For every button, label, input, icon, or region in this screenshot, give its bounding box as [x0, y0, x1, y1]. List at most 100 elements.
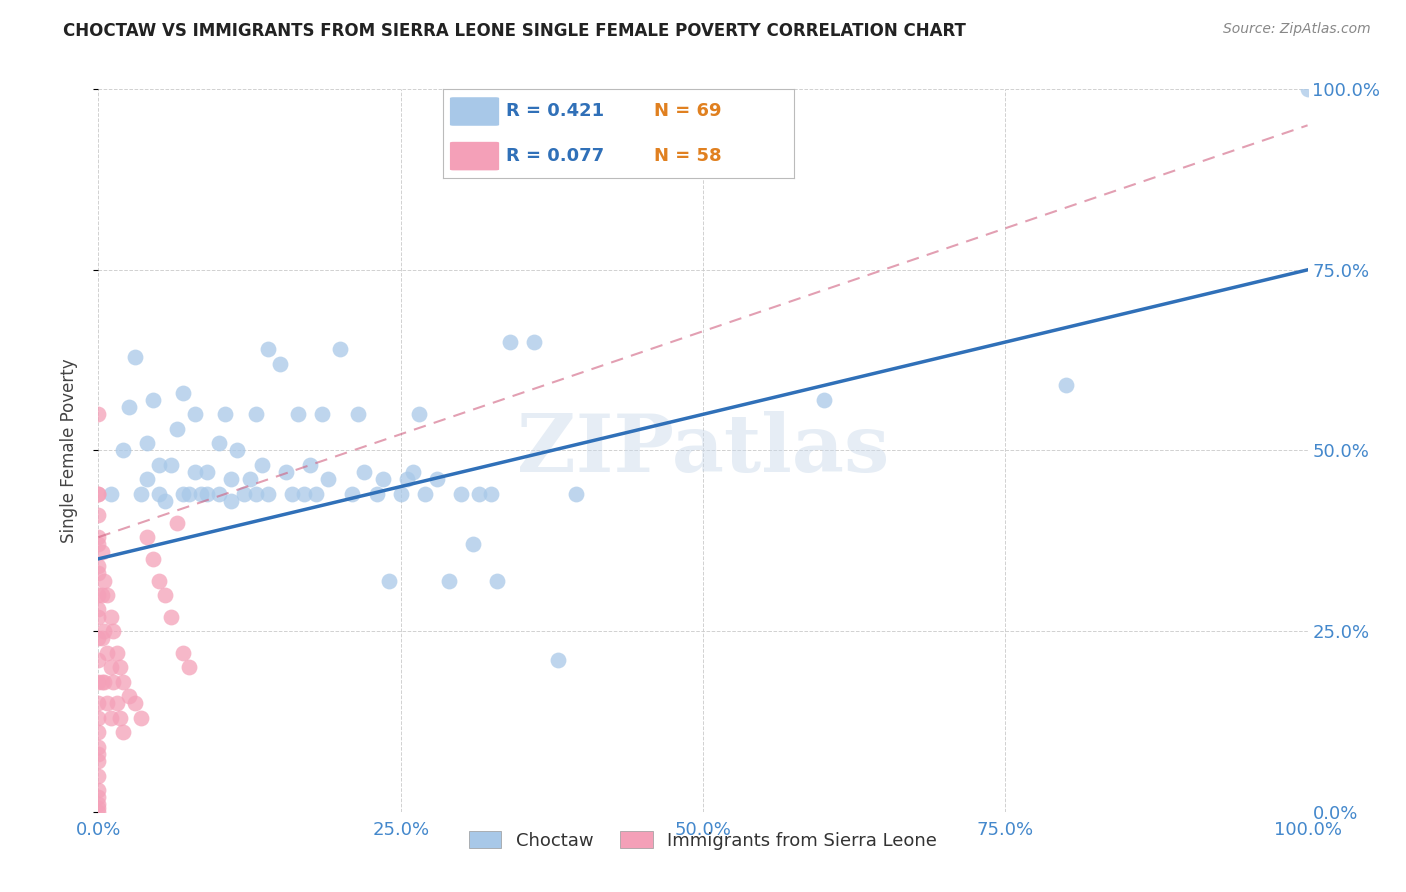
Point: [366, 487, 388, 501]
Point: [87, 805, 110, 819]
Point: [214, 407, 236, 421]
Point: [239, 472, 262, 486]
Point: [101, 674, 124, 689]
Point: [311, 407, 333, 421]
Text: ZIPatlas: ZIPatlas: [517, 411, 889, 490]
Point: [245, 407, 267, 421]
Point: [256, 343, 278, 357]
Point: [287, 407, 309, 421]
Point: [160, 609, 183, 624]
Point: [87, 696, 110, 710]
Point: [87, 508, 110, 523]
Point: [87, 566, 110, 581]
Point: [148, 487, 170, 501]
Point: [486, 574, 509, 588]
Point: [87, 588, 110, 602]
Point: [87, 797, 110, 812]
Point: [91, 674, 114, 689]
Point: [426, 472, 449, 486]
Point: [87, 487, 110, 501]
Point: [100, 487, 122, 501]
Point: [498, 334, 520, 349]
Point: [142, 392, 165, 407]
Point: [118, 689, 141, 703]
Point: [100, 711, 122, 725]
Text: CHOCTAW VS IMMIGRANTS FROM SIERRA LEONE SINGLE FEMALE POVERTY CORRELATION CHART: CHOCTAW VS IMMIGRANTS FROM SIERRA LEONE …: [63, 22, 966, 40]
Point: [377, 574, 399, 588]
Point: [402, 465, 425, 479]
Point: [208, 487, 231, 501]
Point: [184, 407, 207, 421]
Point: [166, 422, 188, 436]
Point: [329, 343, 352, 357]
Point: [371, 472, 394, 486]
Point: [91, 588, 114, 602]
Point: [463, 537, 485, 551]
Point: [347, 407, 370, 421]
Point: [105, 696, 128, 710]
Point: [292, 487, 315, 501]
Point: [135, 436, 157, 450]
Point: [226, 443, 249, 458]
Point: [101, 624, 124, 639]
Point: [124, 696, 146, 710]
Point: [93, 574, 115, 588]
Text: Source: ZipAtlas.com: Source: ZipAtlas.com: [1223, 22, 1371, 37]
Text: N = 58: N = 58: [654, 147, 721, 165]
Point: [1054, 378, 1077, 392]
Point: [160, 458, 183, 472]
Point: [221, 494, 243, 508]
Point: [87, 602, 110, 616]
Point: [100, 609, 122, 624]
Point: [250, 458, 273, 472]
Point: [87, 674, 110, 689]
Point: [96, 646, 118, 660]
FancyBboxPatch shape: [450, 97, 499, 126]
Point: [87, 632, 110, 646]
Point: [148, 574, 170, 588]
Point: [468, 487, 491, 501]
Point: [305, 487, 328, 501]
Text: R = 0.077: R = 0.077: [506, 147, 605, 165]
Point: [153, 494, 176, 508]
Point: [153, 588, 176, 602]
Point: [105, 646, 128, 660]
Point: [87, 609, 110, 624]
Point: [565, 487, 588, 501]
Point: [195, 487, 218, 501]
Point: [87, 739, 110, 754]
Point: [135, 530, 157, 544]
Point: [111, 674, 134, 689]
Point: [166, 516, 188, 530]
Point: [172, 487, 194, 501]
Point: [281, 487, 304, 501]
Point: [274, 465, 297, 479]
Point: [87, 783, 110, 797]
Point: [316, 472, 339, 486]
Point: [87, 530, 110, 544]
Point: [87, 801, 110, 815]
Point: [87, 653, 110, 667]
Point: [547, 653, 569, 667]
Point: [87, 769, 110, 783]
Point: [256, 487, 278, 501]
Point: [93, 674, 115, 689]
Point: [413, 487, 436, 501]
Text: N = 69: N = 69: [654, 103, 721, 120]
Point: [245, 487, 267, 501]
Point: [87, 537, 110, 551]
Point: [87, 754, 110, 768]
Point: [813, 392, 835, 407]
Point: [142, 551, 165, 566]
Point: [91, 632, 114, 646]
Point: [124, 350, 146, 364]
Point: [91, 544, 114, 558]
Point: [87, 790, 110, 805]
Legend: Choctaw, Immigrants from Sierra Leone: Choctaw, Immigrants from Sierra Leone: [461, 824, 945, 857]
Point: [395, 472, 418, 486]
Point: [96, 696, 118, 710]
Point: [93, 624, 115, 639]
Point: [184, 465, 207, 479]
FancyBboxPatch shape: [450, 142, 499, 170]
Point: [87, 725, 110, 739]
